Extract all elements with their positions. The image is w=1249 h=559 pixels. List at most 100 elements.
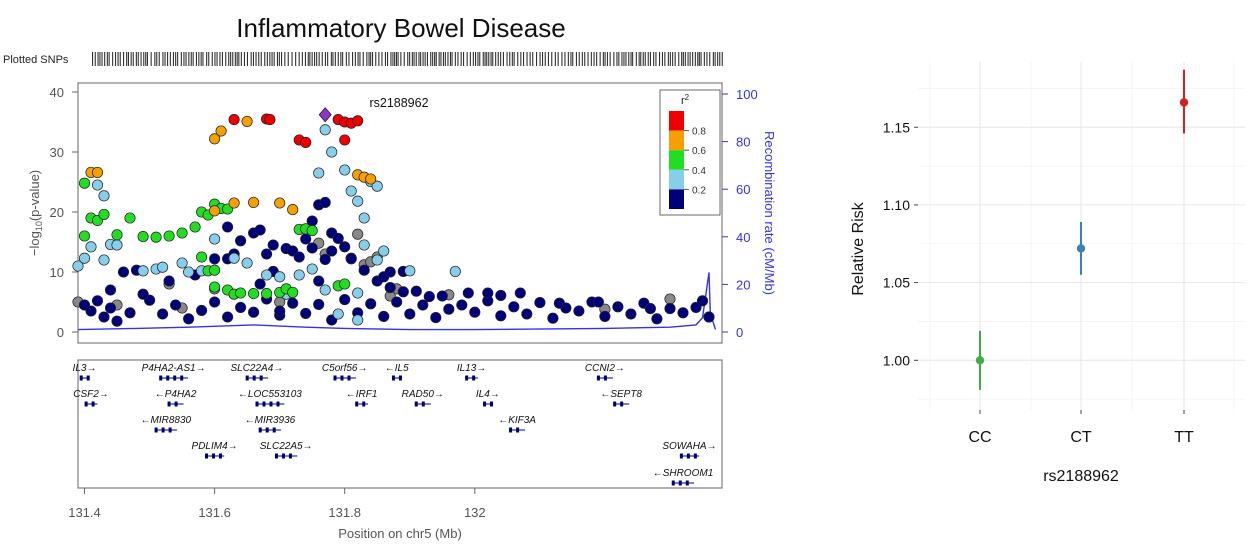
snp-rug-tick (368, 52, 370, 66)
snp-rug-tick (684, 52, 686, 66)
snp-point (228, 252, 240, 264)
snp-point (228, 114, 240, 126)
snp-point (612, 301, 624, 313)
snp-point (222, 311, 234, 323)
gene-exon (391, 375, 395, 381)
snp-rug-tick (635, 52, 637, 66)
gene-exon (173, 375, 177, 381)
snp-point (345, 253, 357, 265)
gene-exon (166, 375, 170, 381)
right-axis-tick-label: 40 (736, 230, 750, 245)
snp-rug-tick (544, 52, 546, 66)
snp-rug-tick (395, 52, 397, 66)
left-axis-tick-label: 0 (57, 325, 64, 340)
snp-rug-tick (454, 52, 456, 66)
snp-rug-tick (154, 52, 156, 66)
gene-label: SLC22A4→ (230, 363, 283, 374)
snp-rug-tick (692, 52, 694, 66)
snp-rug-tick (195, 52, 197, 66)
snp-point (215, 125, 227, 137)
snp-rug-tick (495, 52, 497, 66)
snp-rug-tick (321, 52, 323, 66)
snp-point (599, 310, 611, 322)
snp-point (696, 295, 709, 307)
gene-exon (245, 375, 249, 381)
gene-exon (274, 453, 278, 459)
snp-point (332, 232, 344, 244)
snp-point (209, 281, 221, 293)
snp-rug-tick (243, 52, 245, 66)
snp-point (300, 136, 312, 148)
snp-point (326, 245, 338, 257)
snp-point (235, 301, 247, 313)
snp-point (85, 305, 97, 317)
snp-rug-tick (422, 52, 424, 66)
gene-exon (205, 453, 209, 459)
snp-rug-tick (536, 52, 538, 66)
relative-risk-y-label: Relative Risk (850, 201, 867, 295)
snp-point (306, 263, 318, 275)
snp-rug-tick (557, 52, 559, 66)
snp-point (410, 285, 422, 297)
gene-exon (613, 401, 617, 407)
snp-rug-tick (342, 52, 344, 66)
snp-point (677, 307, 689, 319)
snp-point (241, 115, 253, 127)
snp-rug-tick (250, 52, 252, 66)
left-axis-tick-label: 30 (50, 145, 64, 160)
right-axis-tick-label: 80 (736, 135, 750, 150)
snp-point (287, 204, 299, 216)
snp-point (78, 230, 91, 242)
gene-label: ←IRF1 (346, 389, 378, 400)
snp-rug-tick (509, 52, 511, 66)
lead-snp-label: rs2188962 (369, 96, 428, 110)
gene-label: ←SEPT8 (600, 389, 642, 400)
snp-point (222, 221, 234, 233)
snp-rug-tick (712, 52, 714, 66)
snp-point (267, 239, 279, 251)
snp-rug-tick (434, 52, 436, 66)
snp-point (287, 297, 299, 309)
gene-exon (281, 453, 285, 459)
snp-point (495, 310, 507, 322)
snp-point (547, 312, 559, 324)
snp-point (209, 233, 221, 245)
gene-exon (154, 427, 158, 433)
snp-point (261, 248, 273, 260)
snp-rug-tick (451, 52, 453, 66)
snp-point (254, 278, 266, 290)
snp-rug-tick (542, 52, 544, 66)
gene-exon (262, 401, 266, 407)
gene-exon (693, 453, 697, 459)
gene-label: ←SHROOM1 (653, 468, 714, 479)
snp-point (111, 229, 123, 241)
gene-track-frame (77, 359, 723, 489)
gene-exon (620, 401, 624, 407)
snp-point (313, 275, 325, 287)
gene-exon (174, 401, 178, 407)
snp-point (248, 196, 260, 208)
snp-rug-tick (240, 52, 242, 66)
ld-legend-label: 0.6 (692, 146, 706, 157)
snp-rug-tick (564, 52, 566, 66)
snp-rug-tick (214, 52, 216, 66)
snp-point (339, 134, 351, 146)
gene-label: ←LOC553103 (238, 389, 302, 400)
gene-exon (671, 480, 675, 486)
snp-rug-tick (370, 52, 372, 66)
gene-label: IL13→ (457, 363, 486, 374)
snp-rug-tick (497, 52, 499, 66)
snp-rug-tick (664, 52, 666, 66)
snp-rug-tick (291, 52, 293, 66)
snp-rug-tick (330, 52, 332, 66)
snp-rug-tick (714, 52, 716, 66)
gene-label: CSF2→ (73, 389, 109, 400)
snp-rug-tick (232, 52, 234, 66)
snp-rug-tick (463, 52, 465, 66)
gene-exon (355, 401, 359, 407)
gene-label: CCNI2→ (585, 363, 625, 374)
snp-rug-tick (447, 52, 449, 66)
snp-rug-tick (475, 52, 477, 66)
snp-point (339, 294, 351, 306)
snp-rug-tick (162, 52, 164, 66)
